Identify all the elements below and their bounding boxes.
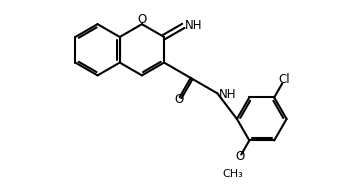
- Text: NH: NH: [219, 88, 237, 101]
- Text: O: O: [137, 13, 147, 26]
- Text: NH: NH: [185, 18, 202, 31]
- Text: Cl: Cl: [279, 73, 290, 86]
- Text: O: O: [236, 150, 245, 163]
- Text: O: O: [174, 93, 183, 106]
- Text: CH₃: CH₃: [222, 169, 243, 179]
